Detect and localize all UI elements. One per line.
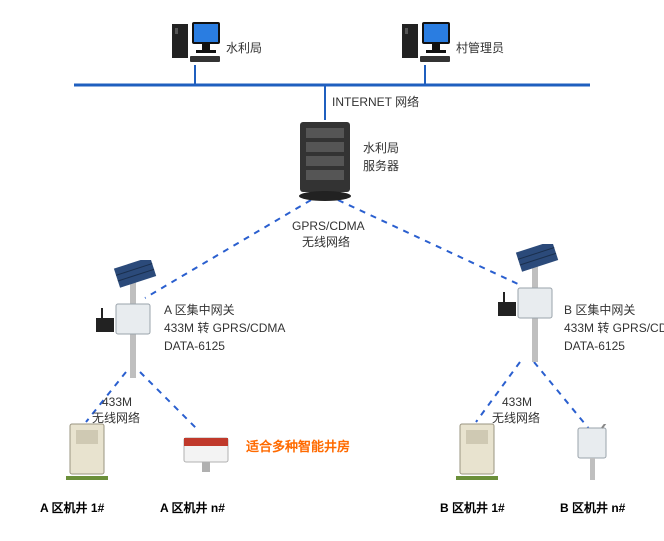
pc-left-label: 水利局 bbox=[226, 40, 262, 57]
m433-b-l2: 无线网络 bbox=[492, 410, 540, 427]
well-b1-icon bbox=[456, 420, 498, 482]
well-bn-icon bbox=[572, 424, 612, 482]
center-caption: 适合多种智能井房 bbox=[246, 438, 350, 456]
well-b1-label: B 区机井 1# bbox=[440, 500, 505, 517]
gw-b-l2: 433M 转 GPRS/CDMA bbox=[564, 320, 664, 337]
well-a1-icon bbox=[66, 420, 108, 482]
well-a1-label: A 区机井 1# bbox=[40, 500, 104, 517]
gprs-label-1: GPRS/CDMA bbox=[292, 218, 365, 235]
pc-right-label: 村管理员 bbox=[456, 40, 504, 57]
server-icon bbox=[290, 120, 360, 202]
m433-a-l1: 433M bbox=[102, 394, 132, 411]
well-an-label: A 区机井 n# bbox=[160, 500, 225, 517]
pc-icon bbox=[400, 18, 452, 64]
well-bn-label: B 区机井 n# bbox=[560, 500, 625, 517]
gateway-a-icon bbox=[96, 260, 162, 380]
gw-a-l2: 433M 转 GPRS/CDMA bbox=[164, 320, 285, 337]
m433-a-l2: 无线网络 bbox=[92, 410, 140, 427]
server-label-2: 服务器 bbox=[363, 158, 399, 175]
internet-label: INTERNET 网络 bbox=[332, 94, 419, 111]
gprs-label-2: 无线网络 bbox=[302, 234, 350, 251]
gateway-b-icon bbox=[498, 244, 564, 364]
diagram-stage: 水利局 村管理员 INTERNET 网络 水利局 服务器 GPRS/CDMA 无… bbox=[0, 0, 664, 541]
server-label-1: 水利局 bbox=[363, 140, 399, 157]
gw-a-l3: DATA-6125 bbox=[164, 338, 225, 355]
pc-icon bbox=[170, 18, 222, 64]
gw-b-l1: B 区集中网关 bbox=[564, 302, 635, 319]
m433-b-l1: 433M bbox=[502, 394, 532, 411]
gw-a-l1: A 区集中网关 bbox=[164, 302, 235, 319]
well-an-icon bbox=[180, 432, 232, 474]
gw-b-l3: DATA-6125 bbox=[564, 338, 625, 355]
